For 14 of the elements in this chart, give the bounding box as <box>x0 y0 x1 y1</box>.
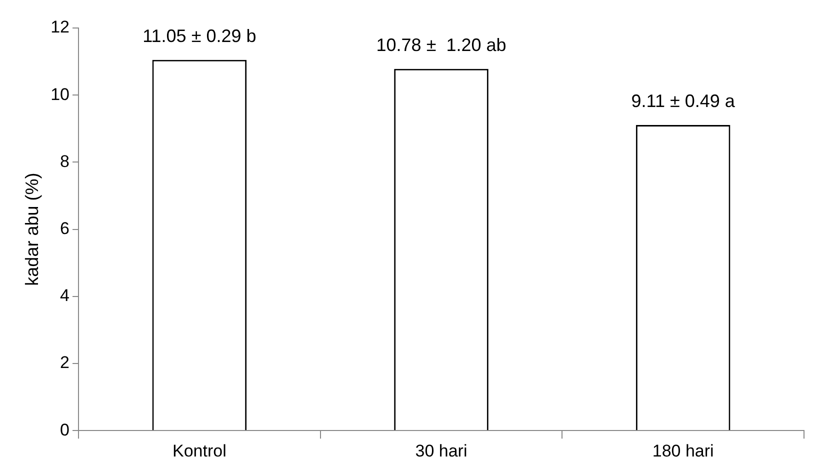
x-tick-label: Kontrol <box>172 441 226 460</box>
x-tick-label: 30 hari <box>415 441 468 460</box>
y-tick-label: 6 <box>60 218 70 238</box>
y-tick-label: 10 <box>50 84 70 104</box>
y-tick-label: 0 <box>60 420 70 440</box>
y-tick-label: 4 <box>60 286 70 306</box>
data-label: 11.05 ± 0.29 b <box>142 26 256 46</box>
y-axis-title: kadar abu (%) <box>22 172 42 286</box>
data-label: 9.11 ± 0.49 a <box>631 90 736 111</box>
data-label: 10.78 ± 1.20 ab <box>376 34 506 55</box>
y-tick-label: 12 <box>50 18 70 37</box>
y-tick-label: 2 <box>60 353 70 372</box>
x-tick-label: 180 hari <box>652 441 714 460</box>
y-tick-label: 8 <box>60 152 70 171</box>
